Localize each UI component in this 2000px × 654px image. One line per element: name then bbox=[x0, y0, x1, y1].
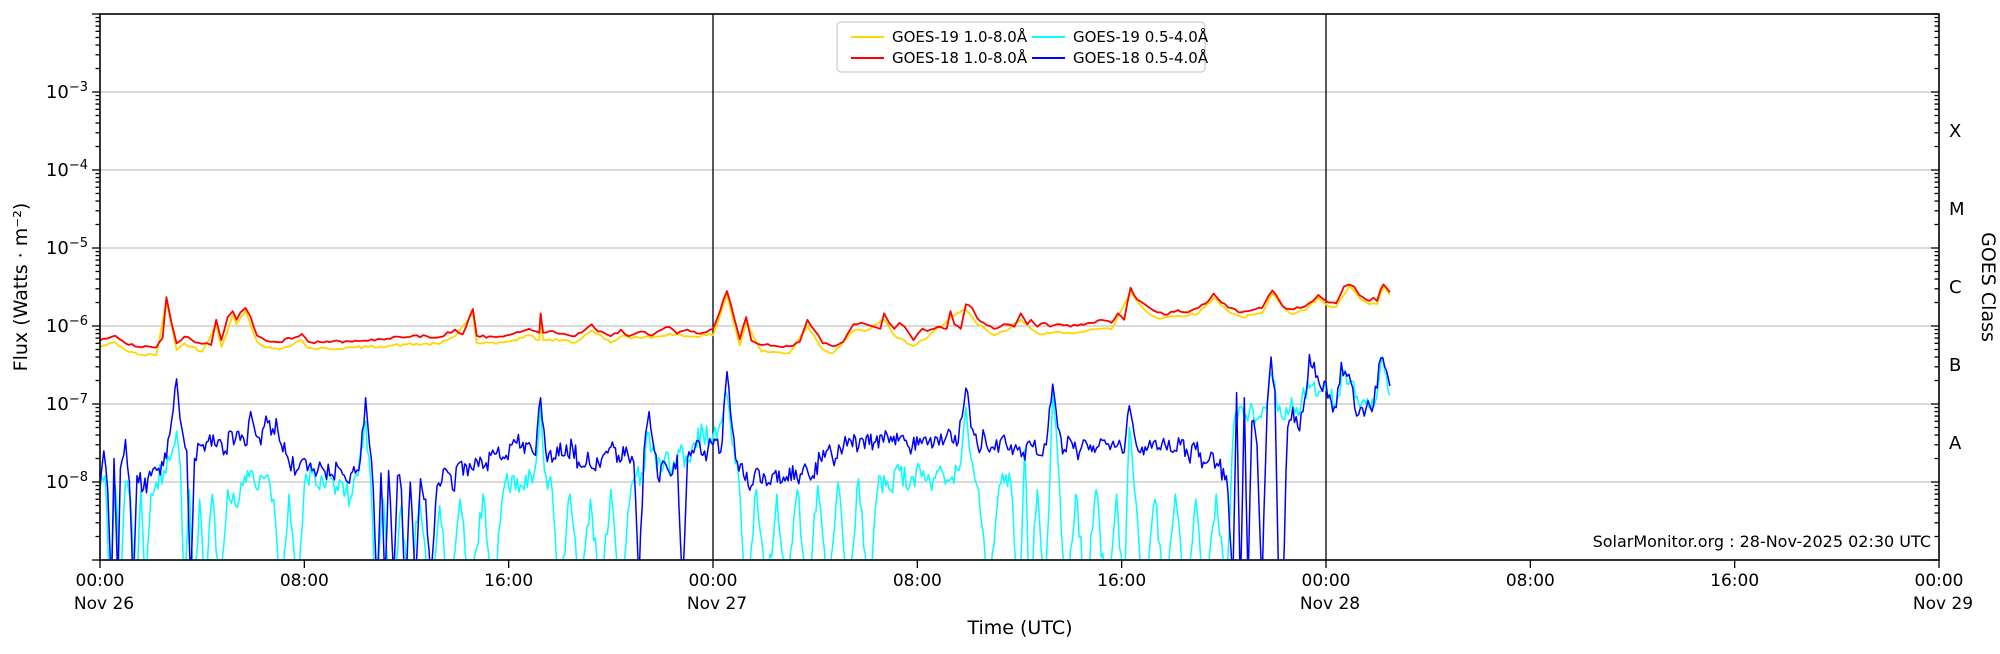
legend: GOES-19 1.0-8.0Å GOES-18 1.0-8.0Å GOES-1… bbox=[836, 21, 1209, 73]
axis-ticks bbox=[92, 13, 1940, 568]
x-tick-time-label: 08:00 bbox=[893, 571, 942, 591]
x-tick-time-label: 16:00 bbox=[1097, 571, 1146, 591]
plot-frame bbox=[99, 13, 1940, 561]
goes-class-label-b: B bbox=[1949, 355, 1961, 376]
x-tick-time-label: 16:00 bbox=[484, 571, 533, 591]
x-tick-time-label: 00:00 bbox=[76, 571, 125, 591]
goes-class-labels: X M C B A bbox=[1949, 121, 1965, 454]
x-tick-day-label: Nov 29 bbox=[1913, 594, 1973, 614]
series-line-goes-19-0-5-4-0- bbox=[100, 356, 1391, 560]
x-tick-time-label: 00:00 bbox=[1915, 571, 1964, 591]
legend-label-goes18-long: GOES-18 1.0-8.0Å bbox=[892, 48, 1028, 67]
y-tick-label: 10−5 bbox=[46, 236, 88, 259]
day-separator-lines bbox=[712, 14, 1327, 560]
x-tick-day-label: Nov 26 bbox=[74, 594, 134, 614]
y-tick-label: 10−6 bbox=[46, 314, 88, 337]
x-tick-time-label: 08:00 bbox=[1506, 571, 1555, 591]
goes-class-label-x: X bbox=[1949, 121, 1961, 142]
series-lines bbox=[100, 283, 1391, 560]
legend-label-goes19-short: GOES-19 0.5-4.0Å bbox=[1073, 27, 1209, 46]
legend-label-goes18-short: GOES-18 0.5-4.0Å bbox=[1073, 48, 1209, 67]
x-axis-title: Time (UTC) bbox=[966, 617, 1072, 639]
goes-class-label-m: M bbox=[1949, 199, 1965, 220]
watermark-timestamp: SolarMonitor.org : 28-Nov-2025 02:30 UTC bbox=[1593, 532, 1931, 551]
y-axis-tick-labels: 10−3 10−4 10−5 10−6 10−7 10−8 bbox=[46, 80, 88, 493]
y-axis-title: Flux (Watts · m⁻²) bbox=[10, 203, 32, 372]
x-tick-time-label: 08:00 bbox=[280, 571, 329, 591]
y-gridlines bbox=[100, 91, 1939, 483]
x-tick-time-label: 00:00 bbox=[689, 571, 738, 591]
goes-class-label-a: A bbox=[1949, 433, 1962, 454]
x-tick-time-label: 16:00 bbox=[1710, 571, 1759, 591]
legend-box bbox=[836, 21, 1206, 73]
legend-label-goes19-long: GOES-19 1.0-8.0Å bbox=[892, 27, 1028, 46]
x-tick-day-label: Nov 28 bbox=[1300, 594, 1360, 614]
y-tick-label: 10−8 bbox=[46, 470, 88, 493]
y2-axis-title: GOES Class bbox=[1977, 232, 1999, 342]
y-tick-label: 10−4 bbox=[46, 158, 88, 181]
x-tick-day-label: Nov 27 bbox=[687, 594, 747, 614]
goes-class-label-c: C bbox=[1949, 277, 1962, 298]
x-tick-time-label: 00:00 bbox=[1302, 571, 1351, 591]
x-axis-tick-labels: 00:00 Nov 26 08:00 16:00 00:00 Nov 27 08:00 16:… bbox=[74, 571, 1973, 614]
series-line-goes-19-1-0-8-0- bbox=[100, 285, 1391, 357]
series-line-goes-18-1-0-8-0- bbox=[100, 283, 1391, 349]
series-line-goes-18-0-5-4-0- bbox=[100, 353, 1391, 560]
y-tick-label: 10−3 bbox=[46, 80, 88, 103]
y-tick-label: 10−7 bbox=[46, 392, 88, 415]
